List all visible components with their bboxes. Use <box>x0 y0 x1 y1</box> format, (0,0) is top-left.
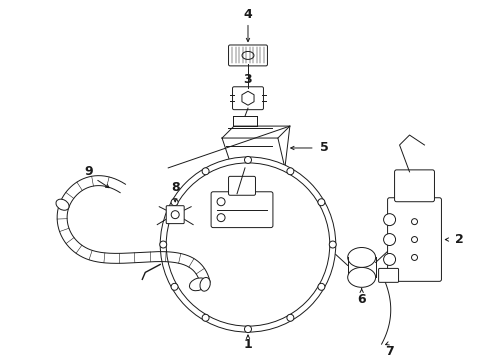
FancyBboxPatch shape <box>394 170 433 202</box>
Circle shape <box>244 157 251 163</box>
Text: 3: 3 <box>243 73 252 86</box>
FancyBboxPatch shape <box>228 45 267 66</box>
Circle shape <box>171 211 179 219</box>
Circle shape <box>202 314 209 321</box>
Circle shape <box>217 214 224 222</box>
Circle shape <box>328 241 336 248</box>
Circle shape <box>286 314 293 321</box>
Circle shape <box>244 326 251 333</box>
Circle shape <box>202 168 209 175</box>
FancyBboxPatch shape <box>228 176 255 195</box>
Ellipse shape <box>56 199 69 210</box>
Circle shape <box>411 237 417 243</box>
FancyBboxPatch shape <box>387 198 441 282</box>
FancyBboxPatch shape <box>378 269 398 282</box>
Text: 5: 5 <box>320 141 328 154</box>
Circle shape <box>317 199 324 206</box>
Circle shape <box>217 198 224 206</box>
Ellipse shape <box>347 248 375 267</box>
Text: 9: 9 <box>84 165 93 178</box>
Circle shape <box>160 157 335 332</box>
Circle shape <box>411 219 417 225</box>
Circle shape <box>411 255 417 260</box>
FancyBboxPatch shape <box>232 87 263 110</box>
Circle shape <box>317 283 324 290</box>
Circle shape <box>171 283 178 290</box>
Circle shape <box>286 168 293 175</box>
Ellipse shape <box>347 267 375 287</box>
Text: 4: 4 <box>243 8 252 21</box>
Circle shape <box>160 241 166 248</box>
Text: 6: 6 <box>357 293 365 306</box>
Circle shape <box>383 214 395 226</box>
Text: 8: 8 <box>170 181 179 194</box>
FancyBboxPatch shape <box>211 192 272 228</box>
Text: 7: 7 <box>385 345 393 357</box>
Ellipse shape <box>189 278 206 291</box>
Ellipse shape <box>200 278 210 291</box>
Circle shape <box>171 199 178 206</box>
Text: 1: 1 <box>243 338 252 351</box>
Text: 2: 2 <box>454 233 463 246</box>
Circle shape <box>166 163 329 326</box>
Circle shape <box>383 253 395 265</box>
Ellipse shape <box>242 51 253 59</box>
Circle shape <box>383 234 395 246</box>
FancyBboxPatch shape <box>166 206 184 224</box>
